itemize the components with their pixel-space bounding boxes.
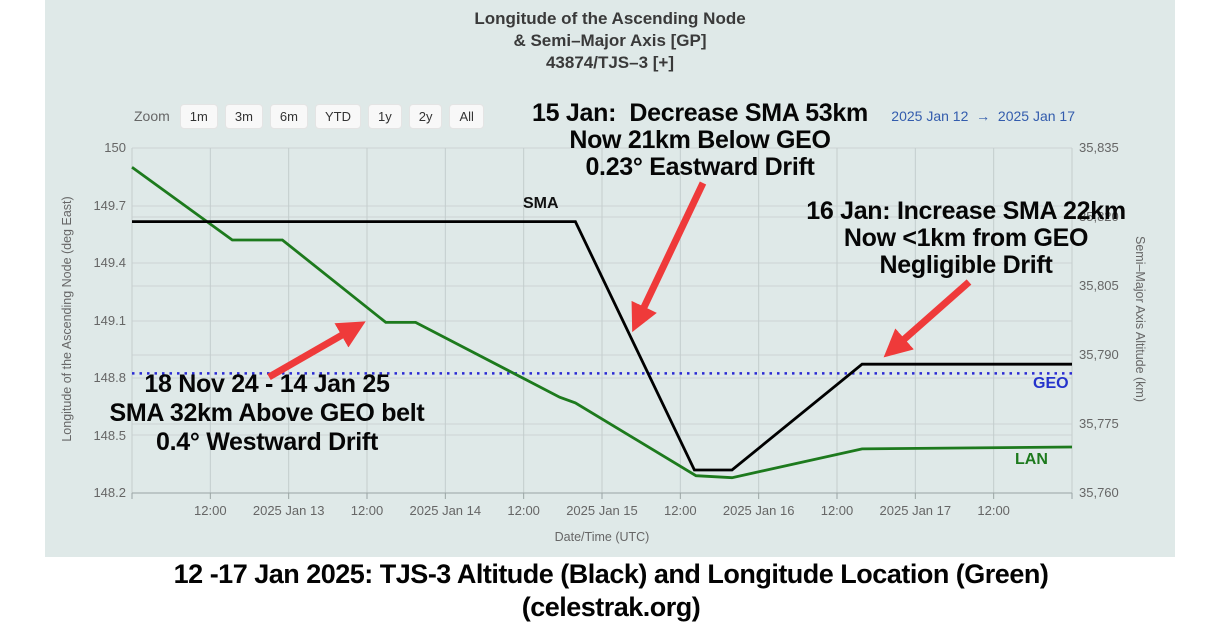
annotation-15jan-line2: Now 21km Below GEO (569, 126, 831, 154)
annotation-18nov: 18 Nov 24 - 14 Jan 25 SMA 32km Above GEO… (67, 370, 467, 457)
x-tick-label: 12:00 (507, 503, 540, 518)
y-right-tick-label: 35,790 (1079, 347, 1119, 362)
annotation-18nov-line1: 18 Nov 24 - 14 Jan 25 (144, 370, 390, 398)
y-right-tick-label: 35,775 (1079, 416, 1119, 431)
x-axis-title: Date/Time (UTC) (554, 530, 650, 544)
zoom-buttons-group: 1m 3m 6m YTD 1y 2y All (179, 103, 491, 129)
y-left-tick-label: 149.1 (93, 312, 126, 328)
x-tick-label: 2025 Jan 13 (252, 503, 325, 518)
date-range-display: 2025 Jan 12 → 2025 Jan 17 (891, 108, 1075, 124)
chart-panel: Longitude of the Ascending Node & Semi–M… (45, 0, 1175, 557)
y-left-tick-label: 148.5 (93, 427, 126, 443)
zoom-button-3m[interactable]: 3m (224, 103, 263, 129)
annotation-arrow (631, 181, 707, 333)
x-tick-label: 2025 Jan 17 (879, 503, 952, 518)
annotation-16jan-line2: Now <1km from GEO (843, 224, 1089, 252)
zoom-button-all[interactable]: All (449, 103, 484, 129)
annotation-16jan-line3: Negligible Drift (879, 251, 1053, 279)
annotation-arrow (883, 279, 972, 358)
figure-caption: 12 -17 Jan 2025: TJS-3 Altitude (Black) … (0, 558, 1222, 624)
zoom-button-1m[interactable]: 1m (179, 103, 218, 129)
series-label-sma: SMA (523, 195, 559, 212)
zoom-button-1y[interactable]: 1y (367, 103, 402, 129)
zoom-button-6m[interactable]: 6m (269, 103, 308, 129)
y-left-tick-label: 150 (104, 140, 126, 155)
figure-caption-line2: (celestrak.org) (521, 592, 701, 622)
annotation-16jan: 16 Jan: Increase SMA 22km Now <1km from … (766, 198, 1166, 279)
x-tick-label: 12:00 (194, 503, 227, 518)
x-tick-label: 12:00 (350, 503, 384, 518)
annotation-16jan-line1: 16 Jan: Increase SMA 22km (806, 197, 1126, 225)
y-right-tick-label: 35,820 (1079, 209, 1119, 224)
x-tick-label: 12:00 (977, 503, 1010, 518)
figure-caption-line1: 12 -17 Jan 2025: TJS-3 Altitude (Black) … (173, 559, 1049, 589)
chart-title-line2: & Semi–Major Axis [GP] (513, 31, 707, 50)
zoom-button-2y[interactable]: 2y (408, 103, 443, 129)
annotation-18nov-line3: 0.4° Westward Drift (156, 428, 378, 456)
annotation-arrow (267, 321, 366, 381)
zoom-button-ytd[interactable]: YTD (314, 103, 361, 129)
chart-title-line3: 43874/TJS–3 [+] (545, 53, 675, 72)
series-line-lan (131, 166, 1073, 480)
y-right-tick-label: 35,805 (1079, 278, 1119, 293)
series-label-lan: LAN (1015, 451, 1048, 468)
x-tick-label: 12:00 (664, 503, 697, 518)
chart-plot[interactable] (45, 0, 1175, 557)
x-tick-label: 2025 Jan 15 (566, 503, 638, 518)
annotation-18nov-line2: SMA 32km Above GEO belt (109, 399, 425, 427)
y-right-tick-label: 35,760 (1079, 485, 1119, 500)
annotation-15jan-line3: 0.23° Eastward Drift (585, 153, 815, 181)
zoom-toolbar-label: Zoom (134, 108, 170, 124)
annotation-15jan: 15 Jan: Decrease SMA 53km Now 21km Below… (480, 100, 920, 181)
x-tick-label: 12:00 (820, 503, 854, 518)
x-tick-label: 2025 Jan 16 (722, 503, 795, 518)
x-tick-label: 2025 Jan 14 (409, 503, 482, 518)
chart-title: Longitude of the Ascending Node & Semi–M… (45, 8, 1175, 74)
y-left-tick-label: 149.7 (93, 197, 126, 213)
y-left-tick-label: 148.2 (93, 485, 126, 500)
series-line-sma (132, 220, 1072, 472)
series-label-geo: GEO (1033, 375, 1069, 392)
annotation-15jan-line1: 15 Jan: Decrease SMA 53km (532, 99, 868, 127)
y-left-tick-label: 149.4 (93, 255, 126, 270)
y-axis-title-left: Longitude of the Ascending Node (deg Eas… (60, 196, 74, 442)
zoom-toolbar: Zoom 1m 3m 6m YTD 1y 2y All (134, 102, 491, 130)
y-right-tick-label: 35,835 (1079, 140, 1119, 155)
chart-title-line1: Longitude of the Ascending Node (474, 9, 746, 28)
y-left-tick-label: 148.8 (93, 370, 126, 385)
y-axis-title-right: Semi–Major Axis Altitude (km) (1133, 235, 1147, 403)
